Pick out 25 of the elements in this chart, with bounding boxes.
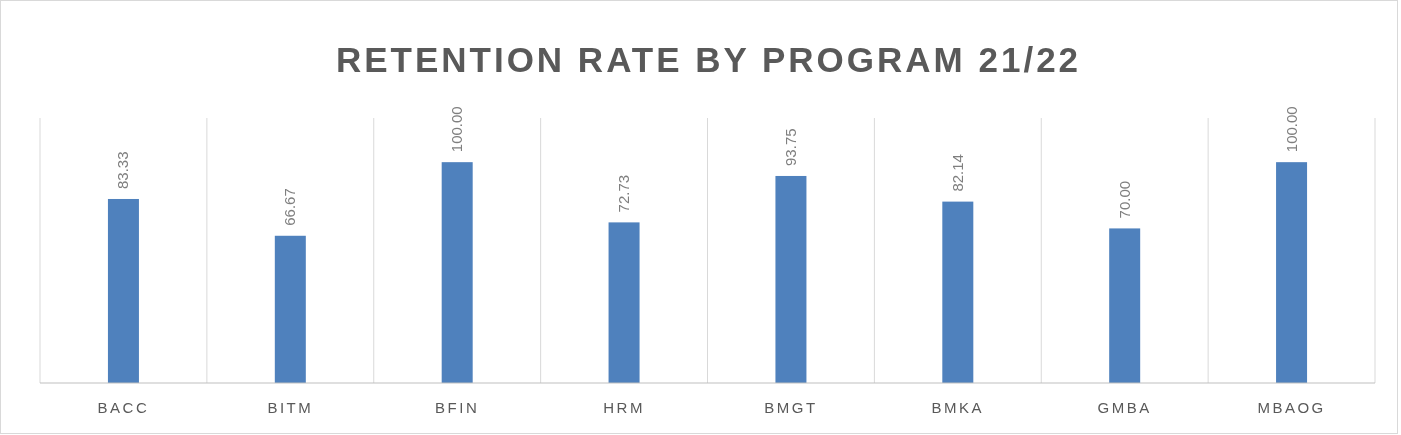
- bar: [107, 198, 139, 383]
- data-label: 72.73: [615, 174, 633, 213]
- bar: [274, 235, 306, 383]
- bar: [608, 222, 640, 383]
- bar: [942, 201, 974, 383]
- data-label: 100.00: [1282, 106, 1300, 153]
- data-label: 100.00: [448, 106, 466, 153]
- bar: [1276, 162, 1308, 383]
- chart-title: RETENTION RATE BY PROGRAM 21/22: [335, 40, 1082, 79]
- x-tick-label: BFIN: [435, 399, 480, 416]
- data-label: 82.14: [948, 154, 966, 192]
- x-tick-label: BMKA: [931, 399, 985, 416]
- data-label: 83.33: [114, 151, 132, 189]
- bar: [1109, 228, 1141, 383]
- x-tick-label: MBAOG: [1257, 399, 1326, 416]
- bar: [775, 175, 807, 383]
- x-tick-label: BACC: [97, 399, 150, 416]
- x-tick-label: HRM: [603, 399, 645, 416]
- bar: [441, 162, 473, 383]
- x-tick-label: BMGT: [764, 399, 818, 416]
- data-label: 66.67: [281, 188, 299, 226]
- data-label: 93.75: [781, 128, 799, 166]
- data-label: 70.00: [1115, 180, 1133, 219]
- x-tick-label: GMBA: [1097, 399, 1152, 416]
- x-tick-label: BITM: [267, 399, 314, 416]
